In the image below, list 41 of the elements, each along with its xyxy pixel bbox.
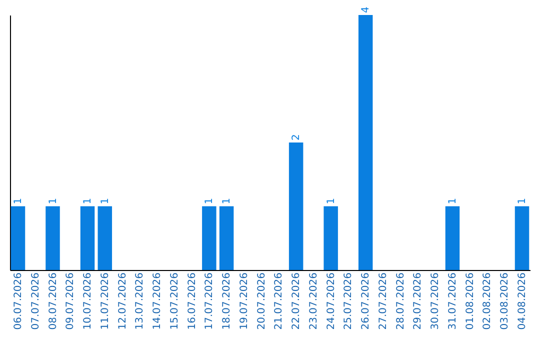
x-tick-label: 03.08.2026 bbox=[500, 272, 511, 330]
x-tick-label: 10.07.2026 bbox=[82, 272, 94, 330]
x-tick-label: 02.08.2026 bbox=[482, 272, 494, 330]
x-tick-label: 11.07.2026 bbox=[100, 272, 111, 330]
x-tick-label: 16.07.2026 bbox=[186, 272, 198, 330]
data-label: 4 bbox=[360, 6, 372, 13]
x-tick-label: 18.07.2026 bbox=[222, 272, 233, 330]
x-tick-label: 21.07.2026 bbox=[274, 272, 285, 330]
x-tick-label: 04.08.2026 bbox=[517, 272, 528, 330]
data-label: 1 bbox=[82, 198, 94, 204]
x-tick-label: 09.07.2026 bbox=[65, 272, 76, 330]
data-label: 1 bbox=[204, 198, 216, 204]
data-label: 1 bbox=[48, 198, 59, 204]
x-tick-label: 19.07.2026 bbox=[238, 272, 250, 330]
x-tick-label: 25.07.2026 bbox=[343, 272, 354, 330]
x-tick-label: 13.07.2026 bbox=[134, 272, 146, 330]
x-tick-label: 17.07.2026 bbox=[204, 272, 216, 330]
x-tick-label: 27.07.2026 bbox=[378, 272, 389, 330]
data-label: 1 bbox=[517, 198, 528, 204]
data-label: 1 bbox=[12, 198, 24, 204]
x-tick-label: 08.07.2026 bbox=[48, 272, 59, 330]
x-tick-label: 28.07.2026 bbox=[395, 272, 406, 330]
x-tick-label: 14.07.2026 bbox=[152, 272, 164, 330]
data-label: 1 bbox=[222, 198, 233, 204]
data-label: 1 bbox=[100, 198, 111, 204]
x-tick-label: 23.07.2026 bbox=[308, 272, 320, 330]
data-label: 1 bbox=[326, 198, 337, 204]
x-tick-label: 29.07.2026 bbox=[412, 272, 424, 330]
x-tick-label: 07.07.2026 bbox=[30, 272, 42, 330]
x-tick-label: 26.07.2026 bbox=[360, 272, 372, 330]
x-tick-label: 31.07.2026 bbox=[447, 272, 458, 330]
x-tick-label: 20.07.2026 bbox=[256, 272, 268, 330]
data-label: 2 bbox=[291, 134, 302, 140]
x-tick-label: 30.07.2026 bbox=[430, 272, 442, 330]
x-tick-label: 06.07.2026 bbox=[12, 272, 24, 330]
x-tick-label: 24.07.2026 bbox=[326, 272, 337, 330]
x-tick-label: 22.07.2026 bbox=[291, 272, 302, 330]
x-tick-label: 01.08.2026 bbox=[464, 272, 476, 330]
x-tick-label: 15.07.2026 bbox=[169, 272, 180, 330]
data-label: 1 bbox=[447, 198, 458, 204]
x-tick-label: 12.07.2026 bbox=[117, 272, 128, 330]
